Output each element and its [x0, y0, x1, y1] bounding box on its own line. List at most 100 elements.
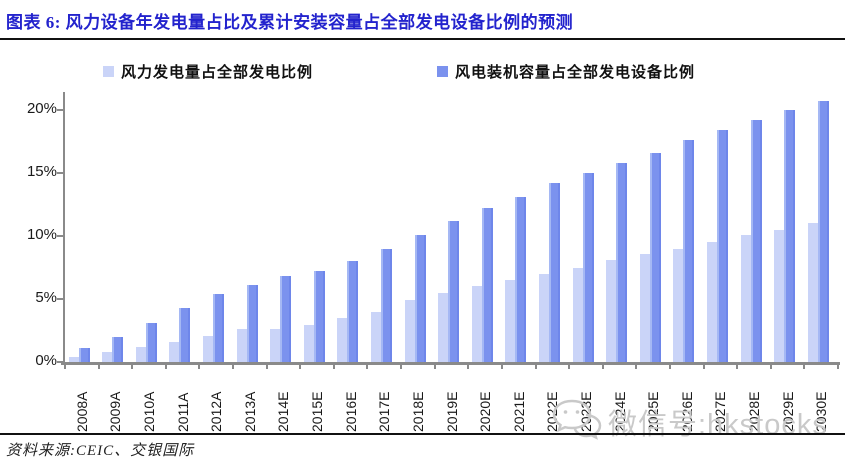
x-tick-mark	[601, 365, 604, 369]
y-tick-label: 0%	[35, 352, 57, 369]
bar-group-2026E	[670, 92, 704, 362]
bar-2024E-series1	[616, 162, 628, 362]
x-axis-label-2015E: 2015E	[309, 391, 326, 432]
bar-group-2021E	[502, 92, 536, 362]
x-axis-label-2026E: 2026E	[678, 391, 695, 432]
x-tick-mark	[467, 365, 470, 369]
bar-2019E-series1	[448, 220, 460, 362]
bar-2010A-series0	[135, 346, 146, 362]
x-axis-label-2024E: 2024E	[611, 391, 628, 432]
x-tick-mark	[769, 365, 772, 369]
bar-2026E-series1	[683, 140, 695, 362]
legend-item-0: 风力发电量占全部发电比例	[103, 58, 313, 84]
x-axis-label-2017E: 2017E	[376, 391, 393, 432]
bar-2016E-series0	[337, 317, 348, 362]
x-tick-mark	[534, 365, 537, 369]
x-axis-label-2010A: 2010A	[141, 391, 158, 432]
x-tick-mark	[97, 365, 100, 369]
y-tick-label: 5%	[35, 289, 57, 306]
x-tick-mark	[668, 365, 671, 369]
bar-group-2028E	[737, 92, 771, 362]
bar-2018E-series1	[414, 234, 426, 362]
bar-group-2017E	[367, 92, 401, 362]
bar-group-2025E	[636, 92, 670, 362]
bar-2008A-series0	[68, 356, 79, 362]
x-axis-label-2030E: 2030E	[813, 391, 830, 432]
bar-group-2019E	[435, 92, 469, 362]
x-axis-label-2008A: 2008A	[73, 391, 90, 432]
bar-group-2009A	[99, 92, 133, 362]
bar-group-2029E	[771, 92, 805, 362]
bar-2010A-series1	[145, 322, 157, 362]
bar-2009A-series1	[112, 336, 124, 362]
bar-group-2012A	[199, 92, 233, 362]
bar-2022E-series0	[539, 273, 550, 362]
x-axis-label-2022E: 2022E	[544, 391, 561, 432]
bar-group-2018E	[401, 92, 435, 362]
y-tick-mark	[57, 109, 63, 111]
y-tick-mark	[57, 298, 63, 300]
bar-2011A-series0	[169, 341, 180, 362]
bar-2014E-series1	[280, 276, 292, 362]
bar-2015E-series1	[313, 271, 325, 362]
x-axis-label-2019E: 2019E	[443, 391, 460, 432]
x-tick-mark	[803, 365, 806, 369]
bar-2028E-series0	[740, 234, 751, 362]
bar-group-2024E	[603, 92, 637, 362]
legend-swatch-icon	[437, 65, 448, 77]
bar-group-2022E	[536, 92, 570, 362]
bar-group-2013A	[233, 92, 267, 362]
x-axis-label-2013A: 2013A	[241, 391, 258, 432]
x-axis-label-2014E: 2014E	[275, 391, 292, 432]
x-tick-mark	[164, 365, 167, 369]
legend-label: 风电装机容量占全部发电设备比例	[455, 64, 696, 81]
bar-2008A-series1	[78, 348, 90, 362]
y-tick-label: 15%	[26, 163, 57, 180]
x-tick-mark	[131, 365, 134, 369]
bar-2016E-series1	[347, 261, 359, 362]
bar-2025E-series1	[649, 152, 661, 362]
bar-2015E-series0	[303, 325, 314, 362]
bar-2020E-series1	[481, 208, 493, 362]
bar-group-2027E	[704, 92, 738, 362]
bar-2012A-series0	[202, 335, 213, 362]
bar-2017E-series1	[380, 248, 392, 362]
bar-2021E-series0	[505, 280, 516, 362]
legend-item-1: 风电装机容量占全部发电设备比例	[437, 58, 695, 84]
x-axis-label-2011A: 2011A	[174, 392, 191, 432]
y-axis-line	[63, 92, 65, 364]
bar-group-2010A	[132, 92, 166, 362]
bar-group-2011A	[166, 92, 200, 362]
bar-group-2015E	[300, 92, 334, 362]
bar-2026E-series0	[673, 248, 684, 362]
footer-divider	[0, 433, 845, 435]
x-axis-label-2028E: 2028E	[745, 391, 762, 432]
bar-2019E-series0	[438, 292, 449, 362]
bar-chart-plot-area: 0% 5% 10% 15% 20% 2008A 2009A 2010A 2011A 2012A 2…	[27, 92, 840, 432]
x-tick-mark	[332, 365, 335, 369]
bar-2020E-series0	[471, 286, 482, 362]
x-tick-mark	[299, 365, 302, 369]
bar-2018E-series0	[404, 300, 415, 362]
bar-2017E-series0	[370, 311, 381, 362]
x-tick-mark	[265, 365, 268, 369]
y-tick-label: 20%	[26, 100, 57, 117]
x-tick-mark	[64, 365, 66, 369]
x-axis-label-2020E: 2020E	[477, 391, 494, 432]
bar-2028E-series1	[750, 120, 762, 362]
x-axis-label-2025E: 2025E	[645, 391, 662, 432]
x-tick-mark	[366, 365, 369, 369]
bar-2029E-series0	[774, 229, 785, 362]
x-tick-mark	[702, 365, 705, 369]
bar-group-2023E	[569, 92, 603, 362]
bar-2030E-series1	[817, 101, 829, 362]
bar-2025E-series0	[639, 253, 650, 362]
bar-2023E-series0	[572, 267, 583, 362]
y-tick-mark	[57, 172, 63, 174]
x-tick-mark	[400, 365, 403, 369]
x-axis-label-2023E: 2023E	[577, 391, 594, 432]
bar-group-2020E	[468, 92, 502, 362]
chart-legend: 风力发电量占全部发电比例 风电装机容量占全部发电设备比例	[0, 58, 845, 84]
bar-2012A-series1	[212, 293, 224, 362]
bar-2013A-series0	[236, 329, 247, 362]
